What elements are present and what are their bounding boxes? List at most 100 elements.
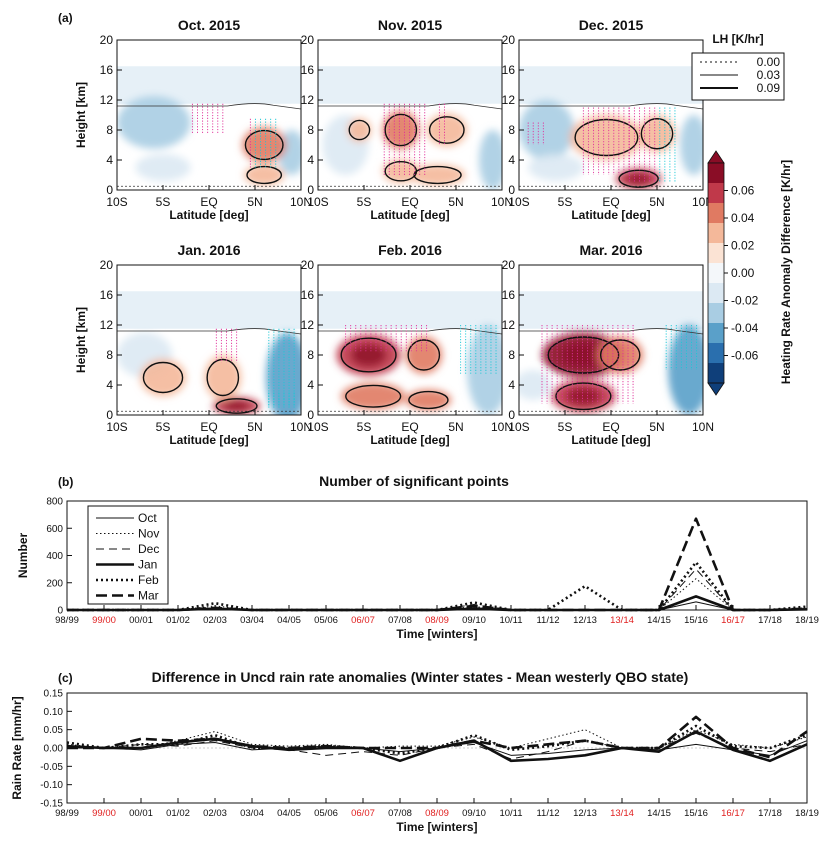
contour-legend-value: 0.00 — [757, 55, 781, 69]
legend-label-jan: Jan — [138, 558, 157, 572]
colorbar-swatch — [708, 163, 724, 184]
x-tick-label: 5N — [247, 195, 262, 209]
x-tick-label: 10S — [106, 195, 127, 209]
heatmap-field — [318, 66, 502, 190]
cool-anomaly-1 — [117, 96, 191, 149]
warm-anomaly-4 — [405, 389, 452, 411]
y-tick-label: 20 — [100, 33, 114, 47]
y-tick-label: 12 — [301, 93, 315, 107]
y-tick-label: 12 — [100, 93, 114, 107]
x-tick-label: 05/06 — [314, 808, 338, 819]
lh-contour-thick-2 — [618, 169, 659, 188]
lh-contours — [117, 328, 301, 414]
y-tick-label: 20 — [301, 258, 315, 272]
significance-marks — [527, 107, 676, 183]
colorbar-tick-label: 0.06 — [731, 184, 755, 198]
significance-marks — [383, 103, 445, 175]
colorbar-swatch — [708, 283, 724, 304]
y-tick-label: 8 — [106, 123, 113, 137]
y-tick-label: 8 — [508, 348, 515, 362]
anomaly-blobs — [117, 96, 301, 186]
x-tick-label: 10S — [307, 195, 328, 209]
x-tick-label: 13/14 — [610, 808, 634, 819]
x-tick-label: 03/04 — [240, 808, 264, 819]
heatmap-grid: Oct. 2015 0 4 8 12 16 20 10S 5S EQ 5N 10N Latitude [… — [74, 17, 714, 447]
x-tick-label: 10S — [508, 195, 529, 209]
x-tick-label: 06/07 — [351, 808, 375, 819]
x-tick-label: 10S — [307, 420, 328, 434]
y-tick-label: 4 — [307, 153, 314, 167]
x-tick-label: 03/04 — [240, 615, 264, 626]
y-tick-label: 4 — [508, 378, 515, 392]
y-tick-label: 20 — [301, 33, 315, 47]
colorbar-swatch — [708, 263, 724, 284]
lh-contour-thick-3 — [142, 361, 184, 394]
x-tick-label: 10S — [508, 420, 529, 434]
x-tick-label: 99/00 — [92, 808, 116, 819]
x-tick-label: EQ — [401, 195, 418, 209]
y-tick-label: 8 — [307, 348, 314, 362]
x-tick-label: 5S — [156, 195, 171, 209]
lh-contour-thin — [519, 328, 703, 335]
colorbar-tick-label: 0.00 — [731, 266, 755, 280]
x-axis-label: Latitude [deg] — [370, 208, 449, 222]
x-tick-label: 18/19 — [795, 615, 819, 626]
upper-field — [117, 291, 301, 329]
panel-c: (c) Difference in Uncd rain rate anomali… — [10, 669, 819, 834]
legend-label-feb: Feb — [138, 573, 159, 587]
lh-contour-thin — [117, 328, 301, 335]
x-tick-label: 12/13 — [573, 615, 597, 626]
y-axis-label: Height [km] — [74, 82, 88, 148]
x-tick-label: 04/05 — [277, 615, 301, 626]
warm-anomaly-3 — [140, 358, 186, 397]
warm-anomaly-3 — [347, 118, 372, 142]
x-tick-label: 99/00 — [92, 615, 116, 626]
x-tick-label: 06/07 — [351, 615, 375, 626]
y-tick-label: 0 — [508, 183, 515, 197]
y-tick-label: 0.15 — [44, 689, 64, 700]
significance-marks — [215, 328, 295, 408]
lh-contour-thick-2 — [246, 165, 283, 185]
lh-contour-thick-3 — [599, 339, 641, 371]
y-axis-label: Rain Rate [mm/hr] — [10, 696, 24, 799]
x-tick-label: 00/01 — [129, 808, 153, 819]
x-tick-label: 17/18 — [758, 808, 782, 819]
x-tick-label: 01/02 — [166, 808, 190, 819]
x-tick-label: 01/02 — [166, 615, 190, 626]
warm-anomaly-2 — [204, 355, 242, 400]
legend-label-nov: Nov — [138, 527, 159, 541]
panel-c-title: Difference in Uncd rain rate anomalies (… — [152, 669, 689, 685]
cool-anomaly-2 — [479, 130, 502, 190]
y-tick-label: 4 — [307, 378, 314, 392]
x-tick-label: 15/16 — [684, 615, 708, 626]
cool-anomaly-1 — [266, 332, 301, 415]
x-tick-label: 14/15 — [647, 615, 671, 626]
x-tick-label: 10N — [491, 195, 513, 209]
lh-contour-thick-3 — [640, 118, 674, 150]
colorbar-swatch — [708, 203, 724, 224]
x-axis-label: Latitude [deg] — [169, 208, 248, 222]
x-tick-label: 10N — [491, 420, 513, 434]
lh-contour-thick-1 — [215, 398, 258, 414]
x-tick-label: EQ — [602, 420, 619, 434]
lh-contour-thin — [117, 103, 301, 110]
y-tick-label: 8 — [307, 123, 314, 137]
warm-anomaly-2 — [243, 164, 285, 186]
x-axis-label: Time [winters] — [396, 820, 477, 834]
significance-marks — [541, 325, 698, 404]
contour-legend-value: 0.09 — [757, 81, 781, 95]
colorbar-swatch — [708, 323, 724, 344]
x-tick-label: 5S — [357, 195, 372, 209]
cool-anomaly-3 — [528, 154, 584, 181]
contour-legend-entries: 0.000.030.09 — [700, 55, 780, 95]
y-tick-label: 800 — [46, 497, 63, 508]
series-line-mar — [67, 715, 808, 759]
colorbar-swatch — [708, 363, 724, 384]
y-tick-label: 0 — [307, 408, 314, 422]
x-tick-label: 5N — [448, 420, 463, 434]
y-tick-label: 16 — [301, 288, 315, 302]
colorbar-swatch — [708, 243, 724, 264]
x-tick-label: 5S — [156, 420, 171, 434]
